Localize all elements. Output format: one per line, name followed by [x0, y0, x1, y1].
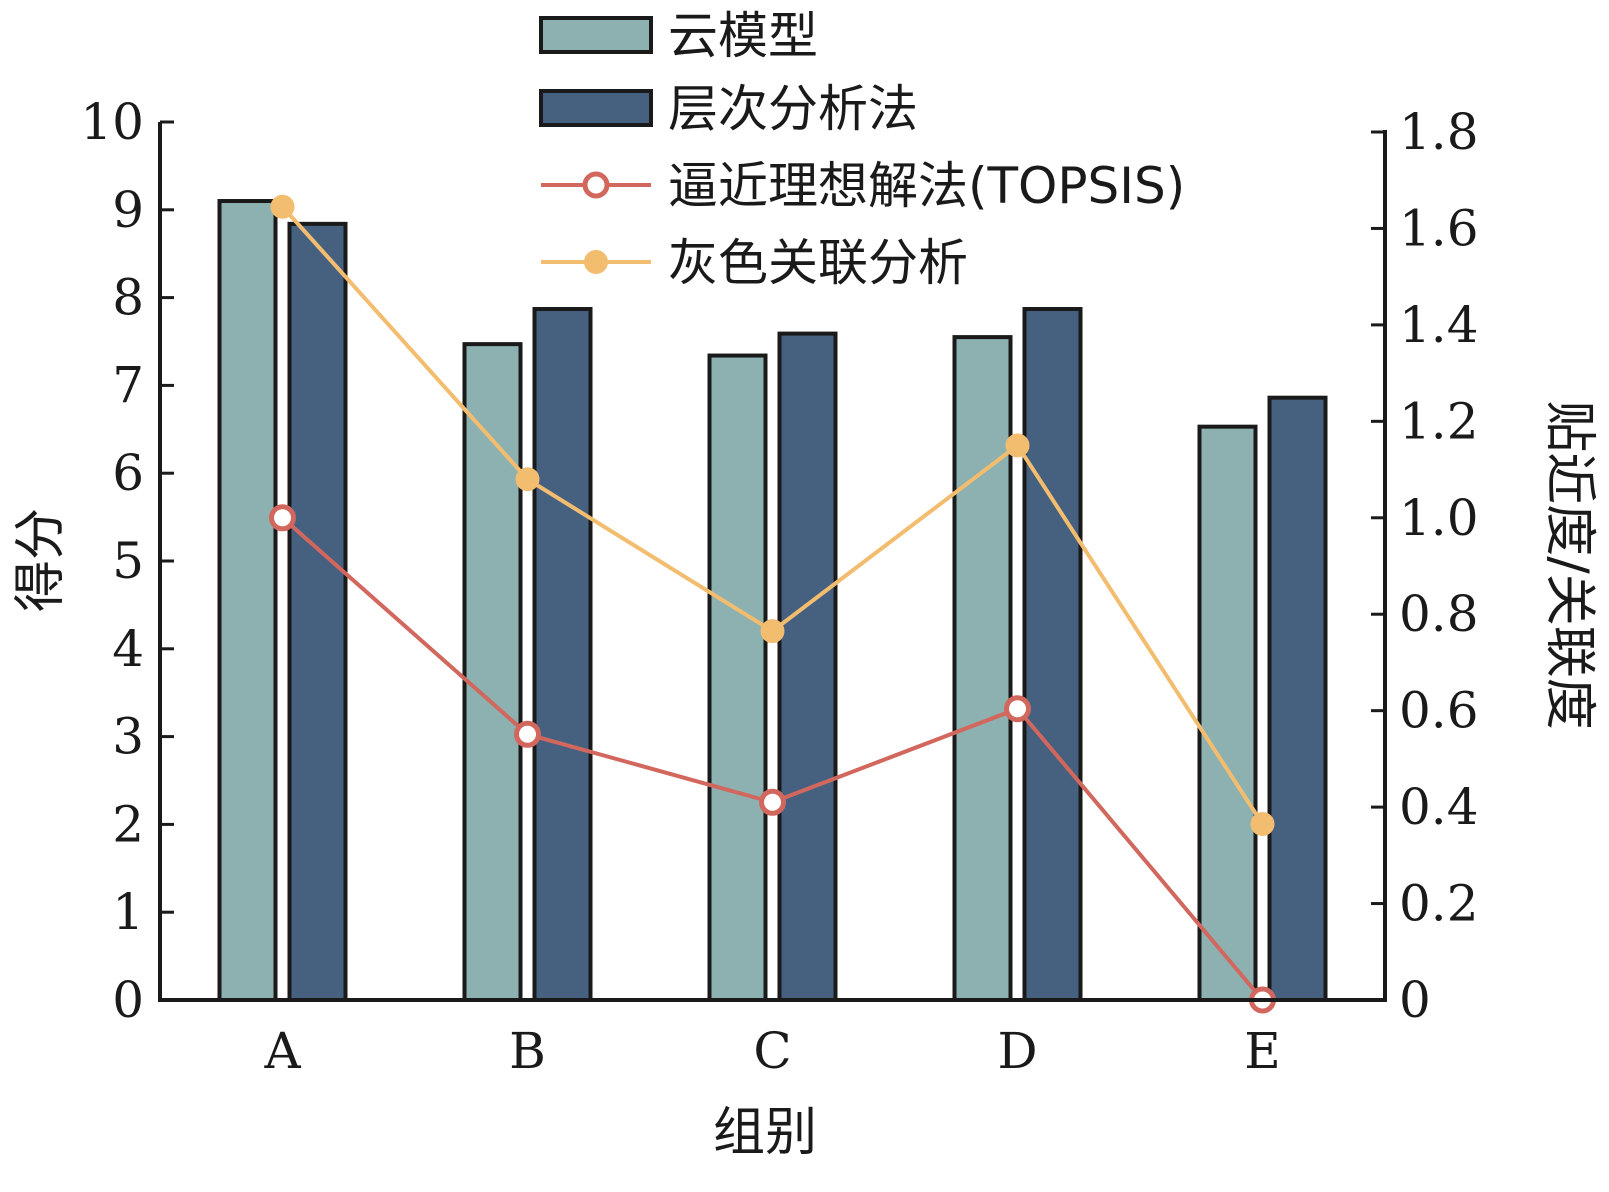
point-A-line-1: [269, 504, 296, 532]
bar-C-series-2: [777, 331, 838, 1002]
legend-swatch-2: [539, 89, 653, 127]
y2-tick-label: 0.4: [1399, 778, 1479, 836]
bar-B-series-2: [532, 307, 593, 1003]
x-tick-label: A: [263, 1022, 301, 1080]
bar-D-series-1: [952, 335, 1013, 1002]
y2-tick-label: 1.8: [1399, 103, 1479, 161]
point-C-line-1: [759, 788, 786, 816]
y2-tick-label: 1.2: [1399, 392, 1479, 450]
bar-layer: [217, 199, 1328, 1003]
legend-label-3: 逼近理想解法(TOPSIS): [668, 157, 1185, 215]
y2-tick-label: 0.6: [1399, 682, 1479, 740]
bar-E-series-2: [1267, 395, 1328, 1002]
y-tick-label: 1: [112, 883, 144, 941]
bar-A-series-1: [217, 199, 278, 1002]
y-tick-label: 5: [112, 532, 144, 590]
x-tick-label: B: [509, 1022, 546, 1080]
y2-tick-label: 1.0: [1399, 489, 1479, 547]
y2-tick-label: 0: [1399, 971, 1431, 1029]
y-tick-label: 10: [80, 93, 144, 151]
legend-marker-4: [584, 250, 608, 274]
point-B-line-2: [515, 467, 540, 492]
point-D-line-2: [1005, 433, 1030, 458]
y2-axis-title: 贴近度/关联度: [1539, 400, 1599, 730]
x-axis-title: 组别: [713, 1103, 817, 1163]
x-tick-label: C: [753, 1022, 791, 1080]
axes: 0 1 2 3 4 5 6 7 8 9 10 0 0.2 0.4 0.6 0.8 1.0 1.2 1.4 1.6 1.8…: [80, 93, 1478, 1080]
bar-E-series-1: [1197, 424, 1258, 1002]
y-tick-label: 8: [112, 269, 144, 327]
legend-marker-3: [582, 171, 610, 199]
legend-label-1: 云模型: [668, 7, 818, 65]
y-tick-label: 6: [112, 444, 144, 502]
point-B-line-1: [514, 720, 541, 748]
y-tick-label: 2: [112, 795, 144, 853]
y-tick-label: 3: [112, 708, 144, 766]
point-A-line-2: [270, 194, 295, 219]
point-E-line-2: [1250, 811, 1275, 836]
bar-A-series-2: [287, 221, 348, 1002]
legend-swatch-1: [539, 16, 653, 54]
y-tick-label: 4: [112, 620, 144, 678]
legend-label-4: 灰色关联分析: [668, 234, 968, 292]
y2-tick-label: 0.2: [1399, 875, 1479, 933]
point-D-line-1: [1004, 695, 1031, 723]
y2-tick-label: 0.8: [1399, 585, 1479, 643]
y2-tick-label: 1.6: [1399, 199, 1479, 257]
y2-tick-label: 1.4: [1399, 296, 1479, 354]
legend-label-2: 层次分析法: [668, 80, 918, 138]
x-tick-label: E: [1244, 1022, 1281, 1080]
line-layer: [269, 194, 1276, 1014]
point-C-line-2: [760, 619, 785, 644]
y-tick-label: 9: [112, 181, 144, 239]
bar-C-series-1: [707, 353, 768, 1003]
y-tick-label: 7: [112, 356, 144, 414]
x-tick-label: D: [997, 1022, 1037, 1080]
y-axis-title: 得分: [11, 508, 71, 612]
line-series-2: [281, 205, 1265, 826]
line-series-1: [281, 516, 1265, 1002]
y-tick-label: 0: [112, 971, 144, 1029]
bar-D-series-2: [1022, 307, 1083, 1003]
